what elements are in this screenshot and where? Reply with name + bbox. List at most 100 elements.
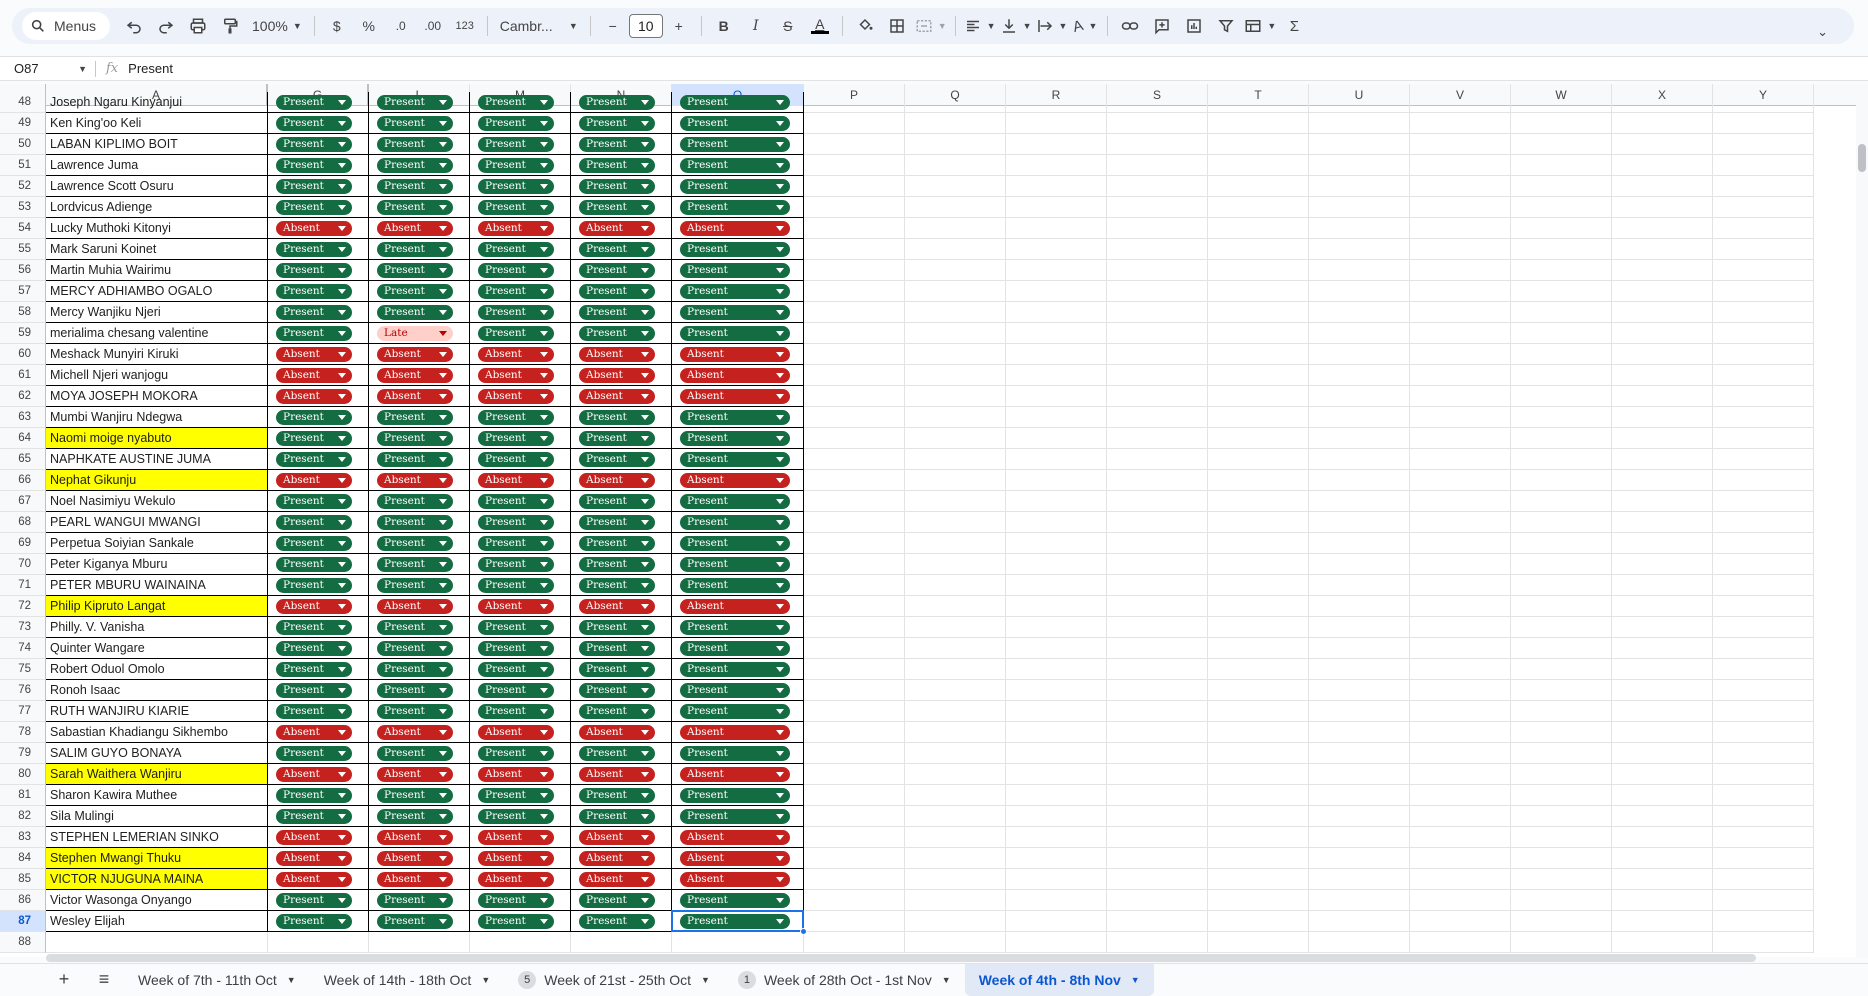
menus-search[interactable]: Menus [22,12,110,40]
status-chip-present[interactable]: Present [478,494,554,509]
filter-button[interactable] [1212,12,1240,40]
insert-link-button[interactable] [1116,12,1144,40]
empty-cell[interactable] [1107,281,1208,302]
empty-cell[interactable] [1410,365,1511,386]
empty-cell[interactable] [1309,449,1410,470]
empty-cell[interactable] [1107,869,1208,890]
status-chip-present[interactable]: Present [579,557,655,572]
status-chip-present[interactable]: Present [276,914,352,929]
empty-cell[interactable] [1107,596,1208,617]
empty-cell[interactable] [1208,680,1309,701]
attendance-cell[interactable]: Present [268,260,369,281]
name-cell[interactable]: PETER MBURU WAINAINA [46,575,268,596]
empty-cell[interactable] [1107,260,1208,281]
zoom-select[interactable]: 100% ▼ [248,12,306,40]
row-header[interactable]: 49 [0,113,46,134]
empty-cell[interactable] [1410,407,1511,428]
empty-cell[interactable] [804,512,905,533]
attendance-cell[interactable]: Present [268,428,369,449]
empty-cell[interactable] [1309,911,1410,932]
status-chip-present[interactable]: Present [579,494,655,509]
row-header[interactable]: 80 [0,764,46,785]
empty-cell[interactable] [1511,827,1612,848]
attendance-cell[interactable]: Present [369,743,470,764]
empty-cell[interactable] [1713,596,1814,617]
name-cell[interactable]: Philip Kipruto Langat [46,596,268,617]
attendance-cell[interactable]: Present [672,323,804,344]
attendance-cell[interactable]: Present [672,281,804,302]
attendance-cell[interactable]: Present [672,92,804,113]
attendance-cell[interactable]: Absent [268,470,369,491]
row-header[interactable]: 73 [0,617,46,638]
status-chip-present[interactable]: Present [579,263,655,278]
status-chip-present[interactable]: Present [377,746,453,761]
empty-cell[interactable] [1309,197,1410,218]
empty-cell[interactable] [1208,113,1309,134]
empty-cell[interactable] [1410,134,1511,155]
empty-cell[interactable] [1511,932,1612,953]
empty-cell[interactable] [1511,785,1612,806]
status-chip-present[interactable]: Present [579,662,655,677]
status-chip-absent[interactable]: Absent [680,221,790,236]
attendance-cell[interactable]: Present [672,260,804,281]
attendance-cell[interactable]: Absent [268,365,369,386]
empty-cell[interactable] [1107,155,1208,176]
status-chip-present[interactable]: Present [377,305,453,320]
empty-cell[interactable] [1107,533,1208,554]
status-chip-present[interactable]: Present [377,620,453,635]
empty-cell[interactable] [1107,575,1208,596]
empty-cell[interactable] [1208,806,1309,827]
attendance-cell[interactable]: Present [369,428,470,449]
status-chip-present[interactable]: Present [680,620,790,635]
status-chip-present[interactable]: Present [276,620,352,635]
empty-cell[interactable] [905,197,1006,218]
empty-cell[interactable] [1410,239,1511,260]
empty-cell[interactable] [804,428,905,449]
attendance-cell[interactable]: Absent [268,344,369,365]
attendance-cell[interactable]: Present [470,701,571,722]
attendance-cell[interactable]: Present [369,155,470,176]
attendance-cell[interactable]: Present [571,701,672,722]
empty-cell[interactable] [804,890,905,911]
empty-cell[interactable] [1612,680,1713,701]
empty-cell[interactable] [1107,722,1208,743]
empty-cell[interactable] [804,701,905,722]
status-chip-present[interactable]: Present [680,116,790,131]
attendance-cell[interactable]: Present [571,638,672,659]
attendance-cell[interactable]: Present [268,680,369,701]
attendance-cell[interactable]: Present [672,176,804,197]
status-chip-absent[interactable]: Absent [680,599,790,614]
status-chip-present[interactable]: Present [478,704,554,719]
empty-cell[interactable] [1713,932,1814,953]
empty-cell[interactable] [1410,680,1511,701]
name-cell[interactable]: Noel Nasimiyu Wekulo [46,491,268,512]
empty-cell[interactable] [1006,911,1107,932]
empty-cell[interactable] [1208,260,1309,281]
empty-cell[interactable] [804,365,905,386]
status-chip-present[interactable]: Present [276,683,352,698]
name-cell[interactable]: Martin Muhia Wairimu [46,260,268,281]
fill-color-button[interactable] [851,12,879,40]
attendance-cell[interactable]: Present [470,302,571,323]
empty-cell[interactable] [1208,596,1309,617]
status-chip-absent[interactable]: Absent [276,767,352,782]
name-cell[interactable]: Michell Njeri wanjogu [46,365,268,386]
attendance-cell[interactable]: Present [268,281,369,302]
status-chip-absent[interactable]: Absent [579,473,655,488]
status-chip-present[interactable]: Present [478,578,554,593]
status-chip-present[interactable]: Present [276,158,352,173]
attendance-cell[interactable]: Present [369,533,470,554]
empty-cell[interactable] [1107,428,1208,449]
status-chip-present[interactable]: Present [478,893,554,908]
empty-cell[interactable] [1612,365,1713,386]
attendance-cell[interactable]: Present [672,113,804,134]
empty-cell[interactable] [1713,92,1814,113]
status-chip-present[interactable]: Present [377,179,453,194]
empty-cell[interactable] [1006,743,1107,764]
status-chip-present[interactable]: Present [579,242,655,257]
empty-cell[interactable] [1107,113,1208,134]
filter-views-button[interactable]: ▼ [1244,12,1276,40]
row-header[interactable]: 58 [0,302,46,323]
row-header[interactable]: 75 [0,659,46,680]
status-chip-present[interactable]: Present [680,452,790,467]
